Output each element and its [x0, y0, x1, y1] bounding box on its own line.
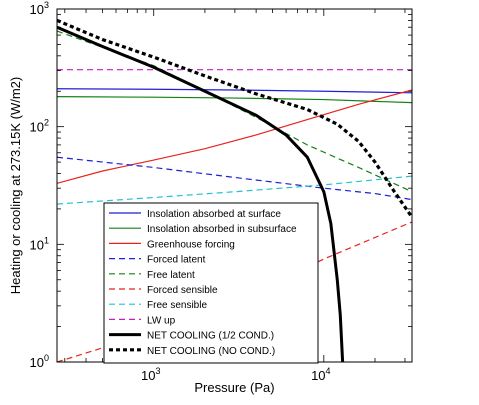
legend-label: Free sensible	[147, 300, 207, 311]
x-tick-label: 104	[311, 366, 330, 383]
series-line-9	[57, 25, 345, 362]
legend-label: Forced latent	[147, 255, 206, 266]
x-tick-label: 103	[141, 366, 160, 383]
y-tick-label: 100	[30, 353, 49, 370]
legend-label: Forced sensible	[147, 285, 218, 296]
x-axis-label: Pressure (Pa)	[194, 380, 274, 395]
y-tick-label: 102	[30, 118, 49, 135]
y-tick-label: 103	[30, 0, 49, 17]
series-line-2	[57, 96, 412, 104]
legend-label: Insolation absorbed at surface	[147, 209, 281, 220]
series-layer	[57, 18, 412, 362]
legend-label: LW up	[147, 315, 176, 326]
y-tick-label: 101	[30, 235, 49, 252]
legend: Insolation absorbed at surface Insolation…	[103, 202, 319, 364]
series-line-4	[57, 156, 412, 201]
legend-label: NET COOLING (1/2 COND.)	[147, 331, 274, 342]
legend-box	[103, 202, 319, 364]
legend-label: NET COOLING (NO COND.)	[147, 346, 275, 357]
series-line-7	[57, 175, 412, 205]
series-line-1	[57, 88, 412, 94]
series-line-10	[57, 18, 412, 219]
series-line-5	[57, 30, 412, 193]
legend-label: Greenhouse forcing	[147, 239, 235, 250]
series-line-3	[57, 89, 412, 184]
legend-label: Free latent	[147, 270, 195, 281]
legend-label: Insolation absorbed in subsurface	[147, 224, 297, 235]
y-axis-label: Heating or cooling at 273.15K (W/m2)	[8, 77, 23, 295]
